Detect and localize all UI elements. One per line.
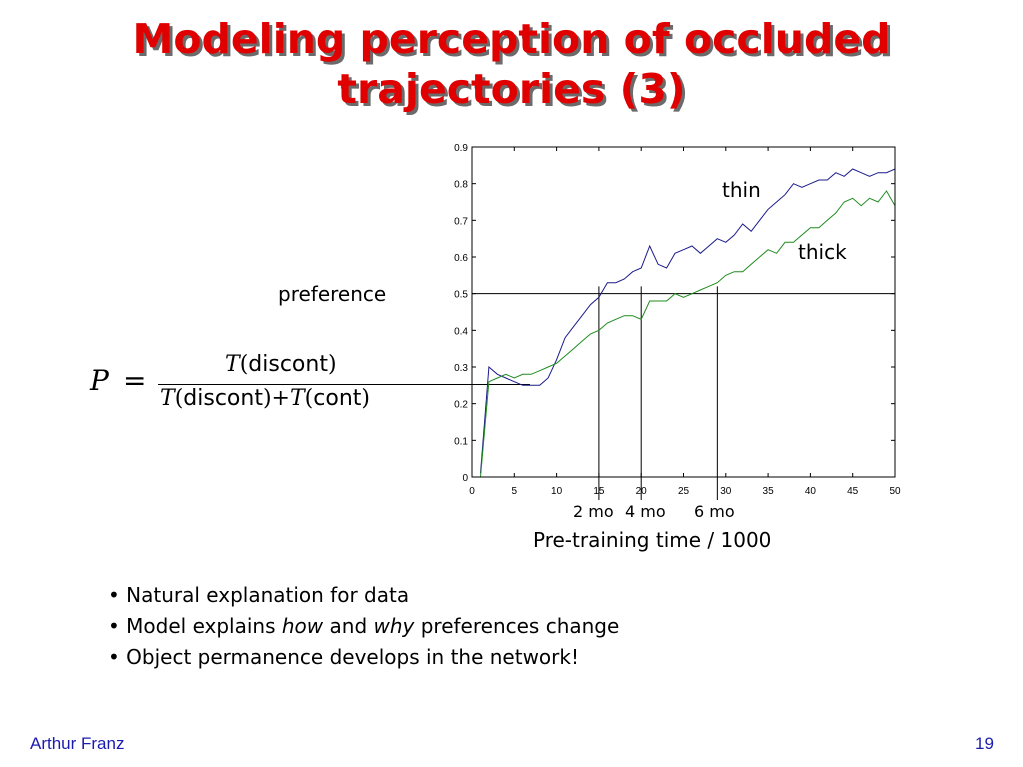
- series-line-thick: [480, 190, 896, 478]
- x-tick-label: 15: [593, 486, 605, 497]
- author-footer: Arthur Franz: [30, 734, 125, 753]
- bullet-2-emphasis-how: how: [281, 614, 324, 638]
- plot-frame: [471, 146, 896, 478]
- x-tick-label: 45: [847, 486, 859, 497]
- x-tick-label: 20: [636, 486, 648, 497]
- x-axis-label: Pre-training time / 1000: [533, 528, 772, 552]
- slide-title: Modeling perception of occluded trajecto…: [0, 14, 1023, 114]
- y-tick-label: 0.8: [454, 180, 468, 191]
- x-tick-label: 0: [469, 486, 475, 497]
- bullet-2-emphasis-why: why: [373, 614, 415, 638]
- formula-numerator: T(discont): [225, 352, 337, 377]
- y-tick-label: 0.5: [454, 290, 468, 301]
- x-tick-label: 30: [720, 486, 732, 497]
- bullet-3-text: Object permanence develops in the networ…: [126, 645, 579, 669]
- title-line-1: Modeling perception of occluded: [132, 15, 891, 63]
- age-2mo-label: 2 mo: [573, 502, 614, 521]
- age-4mo-label: 4 mo: [625, 502, 666, 521]
- formula-lhs: P: [90, 364, 109, 397]
- formula-num-fn: T: [225, 352, 240, 377]
- y-tick-label: 0.3: [454, 363, 468, 374]
- y-tick-label: 0.1: [454, 436, 468, 447]
- formula-den-fn1: T: [160, 386, 175, 411]
- preference-formula: P = T(discont) T(discont)+T(cont): [90, 350, 530, 420]
- formula-den-arg2: cont: [313, 386, 362, 411]
- x-tick-label: 40: [805, 486, 817, 497]
- x-tick-label: 5: [512, 486, 518, 497]
- title-line-2: trajectories (3): [337, 65, 686, 113]
- bullet-2-pre: Model explains: [126, 614, 282, 638]
- y-tick-label: 0.4: [454, 326, 468, 337]
- bullet-item: • Object permanence develops in the netw…: [108, 645, 579, 669]
- bullet-item: • Natural explanation for data: [108, 583, 410, 607]
- preference-label: preference: [278, 282, 387, 306]
- formula-denominator: T(discont)+T(cont): [160, 386, 370, 411]
- page-number: 19: [975, 734, 994, 753]
- bullet-2-mid: and: [323, 614, 374, 638]
- thin-label: thin: [722, 178, 761, 202]
- x-tick-label: 35: [763, 486, 775, 497]
- x-tick-label: 10: [551, 486, 563, 497]
- y-tick-label: 0.7: [454, 216, 468, 227]
- formula-num-arg: discont: [248, 352, 328, 377]
- x-tick-label: 50: [889, 486, 901, 497]
- formula-fraction-bar: [158, 384, 530, 385]
- formula-equals: =: [123, 364, 147, 397]
- age-6mo-label: 6 mo: [694, 502, 735, 521]
- formula-den-arg1: discont: [183, 386, 263, 411]
- thick-label: thick: [798, 240, 847, 264]
- bullet-1-text: Natural explanation for data: [126, 583, 410, 607]
- formula-den-fn2: T: [289, 386, 305, 411]
- y-tick-label: 0.6: [454, 253, 468, 264]
- y-tick-label: 0.9: [454, 143, 468, 154]
- y-tick-label: 0: [462, 473, 468, 484]
- bullet-list: • Natural explanation for data • Model e…: [108, 580, 619, 673]
- bullet-2-post: preferences change: [414, 614, 620, 638]
- y-tick-label: 0.2: [454, 400, 468, 411]
- bullet-item: • Model explains how and why preferences…: [108, 614, 620, 638]
- x-tick-label: 25: [678, 486, 690, 497]
- series-line-thin: [480, 168, 896, 474]
